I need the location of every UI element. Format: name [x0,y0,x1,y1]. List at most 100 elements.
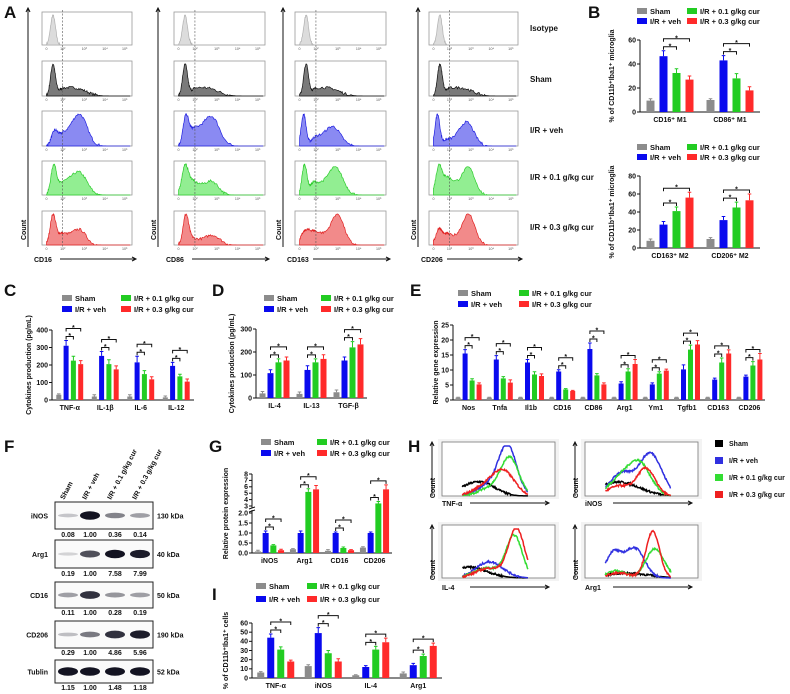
y-tick-label: 30 [240,648,248,655]
bar-cur01 [275,362,282,398]
x-tick-label: 10³ [214,148,220,152]
significance-star: * [338,525,341,532]
x-tick-label: 0 [432,47,434,51]
significance-star: * [675,185,678,192]
x-tick-label: 10³ [214,47,220,51]
error-bar [57,393,61,395]
protein-label: Tublin [28,670,48,677]
x-tick-label: 0 [178,247,180,251]
error-bar [695,340,700,345]
histogram-column-cd16 [25,6,138,262]
significance-star: * [592,336,595,343]
significance-star: * [351,326,354,333]
bar-veh [63,345,69,400]
legend-swatch [264,306,274,312]
category-label: Nos [462,405,475,412]
bar-veh [659,224,668,248]
significance-bracket [527,347,542,351]
x-tick-label: 10⁴ [489,247,495,251]
significance-star: * [748,354,751,361]
legend-swatch [637,154,647,160]
bar-cur03 [78,364,84,400]
significance-star: * [669,43,672,50]
legend-swatch [121,306,131,312]
significance-star: * [72,325,75,332]
x-tick-label: 10⁴ [489,197,495,201]
histogram-curve [46,163,131,196]
overlay-histogram-3 [572,522,702,590]
legend-swatch [715,440,723,447]
legend-swatch [687,8,697,14]
blot-band [58,552,78,556]
significance-star: * [322,620,325,627]
error-bar [306,664,311,667]
kda-label: 50 kDa [157,593,180,600]
blot-band [80,667,100,676]
y-tick-label: 0 [632,109,636,116]
blot-box [54,659,154,684]
category-label: IL-1β [97,405,114,412]
legend-label: I/R + 0.1 g/kg cur [320,582,380,591]
bar-sham [455,397,461,400]
x-tick-label: 10³ [214,197,220,201]
marker-axis-label: iNOS [585,501,602,508]
legend-swatch [687,144,697,150]
error-bar [326,650,331,654]
panel-label-i: I [212,585,217,604]
significance-bracket [683,332,698,337]
marker-axis-label: IL-4 [442,585,455,592]
bar-sham [162,397,168,400]
y-tick-label: 15 [441,352,449,359]
marker-axis-label: CD206 [421,257,443,264]
y-tick-label: 40 [240,639,248,646]
count-axis-arrow [429,440,435,496]
bar-cur01 [70,360,76,400]
bar-cur03 [429,645,437,678]
kda-label: 52 kDa [157,670,180,677]
marker-axis-arrow [313,256,392,262]
bar-veh [462,353,468,400]
error-bar [664,368,669,371]
significance-star: * [564,354,567,361]
marker-axis-arrow [447,256,524,262]
error-bar [734,73,739,79]
band-quantification: 1.00 [83,571,97,578]
panel-label-d: D [212,281,224,300]
count-axis-label: Count [430,477,437,498]
bar-veh [367,533,374,553]
legend-swatch [458,290,468,296]
histogram-line-cur03 [462,528,529,579]
x-tick-label: 10² [447,47,453,51]
significance-bracket [558,365,567,369]
y-tick-label: 200 [36,362,48,369]
significance-bracket [65,328,82,332]
x-tick-label: 10⁵ [122,98,128,102]
significance-star: * [530,352,533,359]
significance-star: * [303,481,306,488]
histogram-line-cur01 [604,458,672,497]
legend-swatch [321,306,331,312]
histogram-curve [46,63,131,97]
legend-swatch [261,450,271,456]
significance-star: * [689,330,692,337]
error-bar [588,342,592,349]
significance-bracket [714,353,723,357]
x-tick-label: 0 [46,47,48,51]
bar-veh [525,362,530,400]
band-quantification: 1.00 [83,650,97,657]
x-tick-label: 10⁴ [489,47,495,51]
legend-label: I/R + 0.3 g/kg cur [729,492,785,499]
significance-bracket [651,367,660,371]
error-bar [258,671,263,673]
bar-veh [556,371,562,400]
legend-label: I/R + veh [650,17,681,26]
blot-box [54,581,154,609]
bar-cur01 [141,374,147,400]
significance-star: * [675,35,678,42]
significance-bracket [723,197,737,202]
significance-bracket [335,519,352,523]
histogram-curve [299,14,385,46]
histogram-curve [299,113,385,147]
bar-sham [706,239,715,248]
x-tick-label: 10³ [335,98,341,102]
